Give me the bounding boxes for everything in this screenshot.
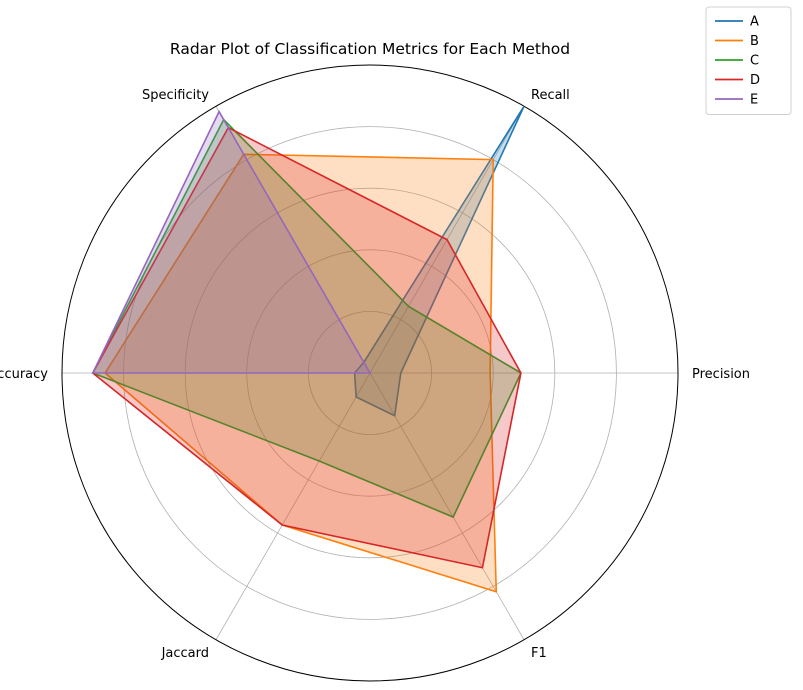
chart-title: Radar Plot of Classification Metrics for… — [170, 40, 570, 58]
radar-grid — [61, 64, 679, 682]
series-line-e — [91, 109, 372, 374]
axis-label-jaccard: Jaccard — [161, 646, 209, 661]
axis-label-specificity: Specificity — [142, 88, 209, 103]
series-layer — [91, 105, 525, 593]
axis-label-precision: Precision — [692, 367, 750, 382]
legend-label-b: B — [750, 34, 759, 49]
series-area-e — [92, 111, 371, 373]
legend-label-a: A — [750, 15, 759, 30]
axis-label-recall: Recall — [531, 88, 570, 103]
legend-label-e: E — [750, 93, 758, 108]
legend-label-c: C — [750, 54, 759, 69]
axis-label-accuracy: Accuracy — [0, 367, 48, 382]
series-area-a — [354, 106, 524, 416]
axis-label-f1: F1 — [531, 646, 547, 661]
series-area-c — [92, 119, 521, 518]
series-area-d — [92, 127, 521, 568]
grid-spoke-f1 — [369, 372, 525, 640]
legend-label-d: D — [750, 73, 760, 88]
legend-box — [705, 6, 792, 115]
outer-frame — [61, 64, 679, 682]
grid-spoke-jaccard — [215, 372, 371, 640]
axis-labels: Precision Recall Specificity Accuracy Jaccar… — [0, 88, 750, 661]
